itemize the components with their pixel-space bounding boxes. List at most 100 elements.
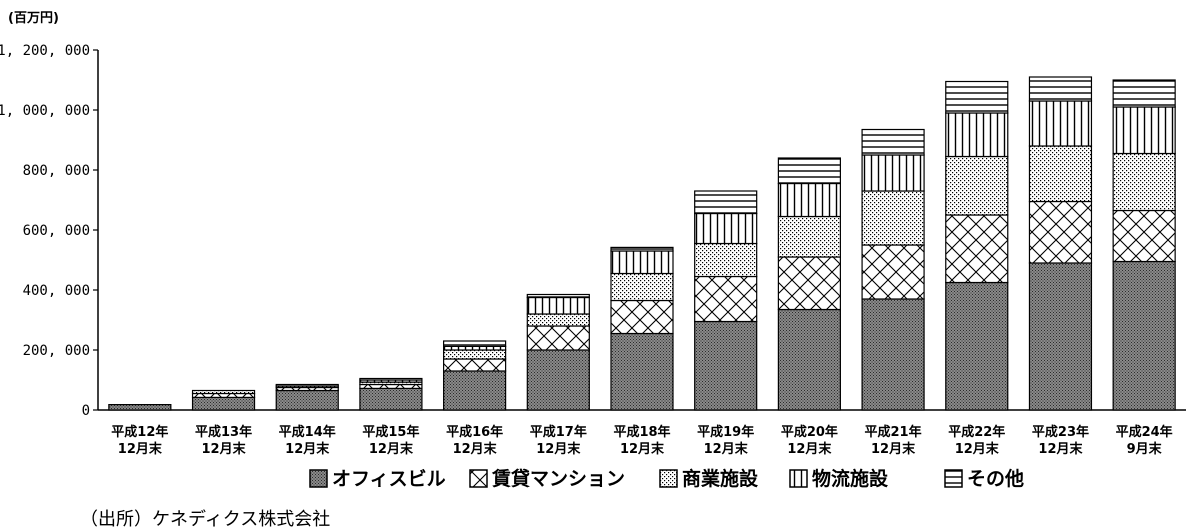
bar-segment: [945, 155, 1009, 216]
bar-segment: [191, 396, 256, 411]
bar-segment: [694, 190, 758, 215]
bar-segment: [694, 275, 758, 323]
x-tick-label: 平成23年: [1032, 424, 1089, 440]
bar-segment: [945, 80, 1009, 114]
legend-swatch: [944, 469, 963, 488]
bar-segment: [443, 370, 507, 411]
y-axis: 0 200, 000 400, 000 600, 000 800, 000 1, 000,…: [0, 43, 1186, 419]
y-tick-label: 600, 000: [23, 223, 90, 239]
bar-segment: [1028, 200, 1093, 264]
x-tick-label: 平成12年: [111, 424, 168, 440]
bar-segment: [443, 358, 507, 372]
y-tick-label: 800, 000: [23, 163, 90, 179]
bar-segment: [861, 154, 925, 192]
legend: オフィスビル 賃貸マンション 商業施設 物流施設 その他: [309, 467, 1024, 490]
bar-segment: [694, 320, 758, 411]
bar-segment: [861, 128, 925, 156]
bar-segment: [275, 389, 339, 411]
bar-segment: [777, 308, 841, 411]
source-note: （出所）ケネディクス株式会社: [80, 509, 331, 530]
x-tick-label: 平成20年: [781, 424, 838, 440]
x-tick-label: 12月末: [871, 441, 916, 457]
x-tick-label: 平成13年: [195, 424, 252, 440]
bar-segment: [526, 296, 590, 315]
stacked-bar-chart: (百万円) 0 200, 000 400, 000 600, 000 800, 000 1…: [0, 11, 1186, 490]
bar-segment: [861, 190, 925, 246]
bar-segment: [1112, 260, 1176, 411]
x-tick-label: 12月末: [118, 441, 163, 457]
bar-segment: [1028, 262, 1093, 411]
legend-swatch: [469, 469, 488, 488]
bar-segment: [359, 387, 423, 411]
y-tick-label: 1, 000, 000: [0, 103, 90, 119]
bar-segment: [1112, 209, 1176, 263]
legend-label: 商業施設: [682, 467, 759, 490]
y-tick-label: 1, 200, 000: [0, 43, 90, 59]
legend-swatch: [309, 469, 328, 488]
bars: [108, 76, 1176, 411]
x-tick-label: 12月末: [453, 441, 498, 457]
bar-segment: [275, 383, 339, 387]
x-tick-label: 平成19年: [697, 424, 754, 440]
bar-segment: [777, 182, 841, 218]
x-tick-label: 平成21年: [865, 424, 922, 440]
x-tick-label: 平成22年: [948, 424, 1005, 440]
bar-segment: [108, 404, 172, 411]
bar-segment: [610, 246, 674, 252]
bar-segment: [1112, 79, 1176, 108]
x-tick-label: 12月末: [285, 441, 330, 457]
x-tick-label: 9月末: [1127, 441, 1163, 457]
bar-segment: [1112, 152, 1176, 212]
x-tick-label: 平成15年: [362, 424, 419, 440]
bar-segment: [526, 325, 590, 351]
bar-segment: [945, 112, 1009, 158]
x-tick-label: 12月末: [955, 441, 1000, 457]
bar-segment: [359, 377, 423, 381]
bar-segment: [610, 332, 674, 411]
x-tick-label: 12月末: [704, 441, 749, 457]
legend-swatch: [659, 469, 678, 488]
bar-segment: [1112, 106, 1176, 155]
bar-segment: [945, 214, 1009, 284]
y-tick-label: 200, 000: [23, 343, 90, 359]
x-tick-label: 12月末: [1038, 441, 1083, 457]
x-axis-labels: 平成12年12月末平成13年12月末平成14年12月末平成15年12月末平成16…: [111, 424, 1172, 457]
bar-segment: [526, 349, 590, 411]
x-tick-label: 平成14年: [279, 424, 336, 440]
bar-segment: [1028, 100, 1093, 147]
legend-label: オフィスビル: [332, 468, 446, 490]
bar-segment: [777, 215, 841, 258]
legend-label: 物流施設: [812, 467, 889, 490]
bar-segment: [1028, 145, 1093, 203]
legend-label: 賃貸マンション: [491, 467, 625, 490]
bar-segment: [1028, 76, 1093, 102]
bar-segment: [694, 212, 758, 245]
x-tick-label: 平成17年: [530, 424, 587, 440]
bar-segment: [191, 389, 256, 395]
bar-segment: [443, 349, 507, 360]
bar-segment: [945, 281, 1009, 411]
bar-segment: [861, 298, 925, 411]
x-tick-label: 平成24年: [1116, 424, 1173, 440]
legend-label: その他: [967, 467, 1024, 490]
bar-segment: [694, 242, 758, 278]
x-tick-label: 12月末: [536, 441, 581, 457]
bar-segment: [443, 340, 507, 348]
y-tick-label: 0: [82, 403, 90, 419]
bar-segment: [610, 299, 674, 335]
legend-swatch: [789, 469, 808, 488]
x-tick-label: 平成16年: [446, 424, 503, 440]
bar-segment: [861, 244, 925, 300]
bar-segment: [526, 313, 590, 327]
x-tick-label: 12月末: [620, 441, 665, 457]
x-tick-label: 12月末: [201, 441, 246, 457]
bar-segment: [610, 250, 674, 275]
x-tick-label: 平成18年: [613, 424, 670, 440]
x-tick-label: 12月末: [787, 441, 832, 457]
bar-segment: [777, 157, 841, 185]
unit-label: (百万円): [8, 11, 59, 26]
bar-segment: [777, 256, 841, 311]
bar-segment: [610, 272, 674, 302]
x-tick-label: 12月末: [369, 441, 414, 457]
y-tick-label: 400, 000: [23, 283, 90, 299]
